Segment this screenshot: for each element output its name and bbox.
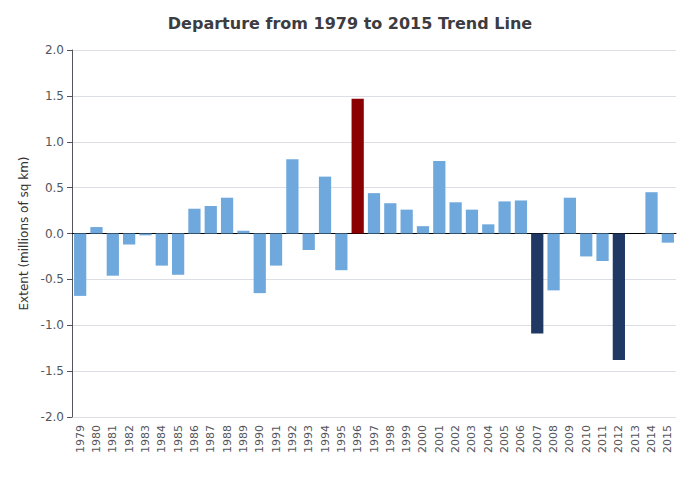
- svg-text:2002: 2002: [449, 425, 462, 453]
- svg-text:1997: 1997: [368, 425, 381, 453]
- svg-text:1999: 1999: [400, 425, 413, 453]
- svg-text:1994: 1994: [319, 425, 332, 453]
- svg-text:1998: 1998: [384, 425, 397, 453]
- svg-text:2015: 2015: [661, 425, 674, 453]
- svg-text:2001: 2001: [433, 425, 446, 453]
- svg-text:2013: 2013: [629, 425, 642, 453]
- svg-text:1983: 1983: [139, 425, 152, 453]
- svg-text:2008: 2008: [547, 425, 560, 453]
- svg-text:2003: 2003: [465, 425, 478, 453]
- svg-text:2.0: 2.0: [45, 43, 64, 57]
- svg-text:2009: 2009: [563, 425, 576, 453]
- svg-text:1988: 1988: [221, 425, 234, 453]
- svg-text:2005: 2005: [498, 425, 511, 453]
- svg-text:1996: 1996: [351, 425, 364, 453]
- svg-text:1979: 1979: [74, 425, 87, 453]
- svg-text:1.5: 1.5: [45, 89, 64, 103]
- svg-text:1985: 1985: [172, 425, 185, 453]
- svg-text:1995: 1995: [335, 425, 348, 453]
- svg-text:0.0: 0.0: [45, 227, 64, 241]
- svg-text:0.5: 0.5: [45, 181, 64, 195]
- svg-text:1984: 1984: [155, 425, 168, 453]
- svg-text:-0.5: -0.5: [41, 272, 64, 286]
- svg-text:-1.0: -1.0: [41, 318, 64, 332]
- svg-text:1981: 1981: [106, 425, 119, 453]
- svg-text:1990: 1990: [253, 425, 266, 453]
- svg-text:2010: 2010: [580, 425, 593, 453]
- svg-text:2014: 2014: [645, 425, 658, 453]
- svg-text:2007: 2007: [531, 425, 544, 453]
- svg-text:2012: 2012: [612, 425, 625, 453]
- svg-text:1986: 1986: [188, 425, 201, 453]
- svg-text:2011: 2011: [596, 425, 609, 453]
- svg-text:2004: 2004: [482, 425, 495, 453]
- svg-text:2006: 2006: [514, 425, 527, 453]
- svg-text:Extent (millions of sq km): Extent (millions of sq km): [17, 156, 31, 310]
- svg-text:-1.5: -1.5: [41, 364, 64, 378]
- svg-text:1987: 1987: [204, 425, 217, 453]
- svg-text:1.0: 1.0: [45, 135, 64, 149]
- svg-text:1980: 1980: [90, 425, 103, 453]
- svg-text:1991: 1991: [270, 425, 283, 453]
- svg-text:-2.0: -2.0: [41, 410, 64, 424]
- svg-text:Departure from 1979 to 2015 Tr: Departure from 1979 to 2015 Trend Line: [168, 14, 533, 33]
- svg-text:1992: 1992: [286, 425, 299, 453]
- svg-text:2000: 2000: [416, 425, 429, 453]
- svg-text:1993: 1993: [302, 425, 315, 453]
- svg-text:1982: 1982: [123, 425, 136, 453]
- svg-text:1989: 1989: [237, 425, 250, 453]
